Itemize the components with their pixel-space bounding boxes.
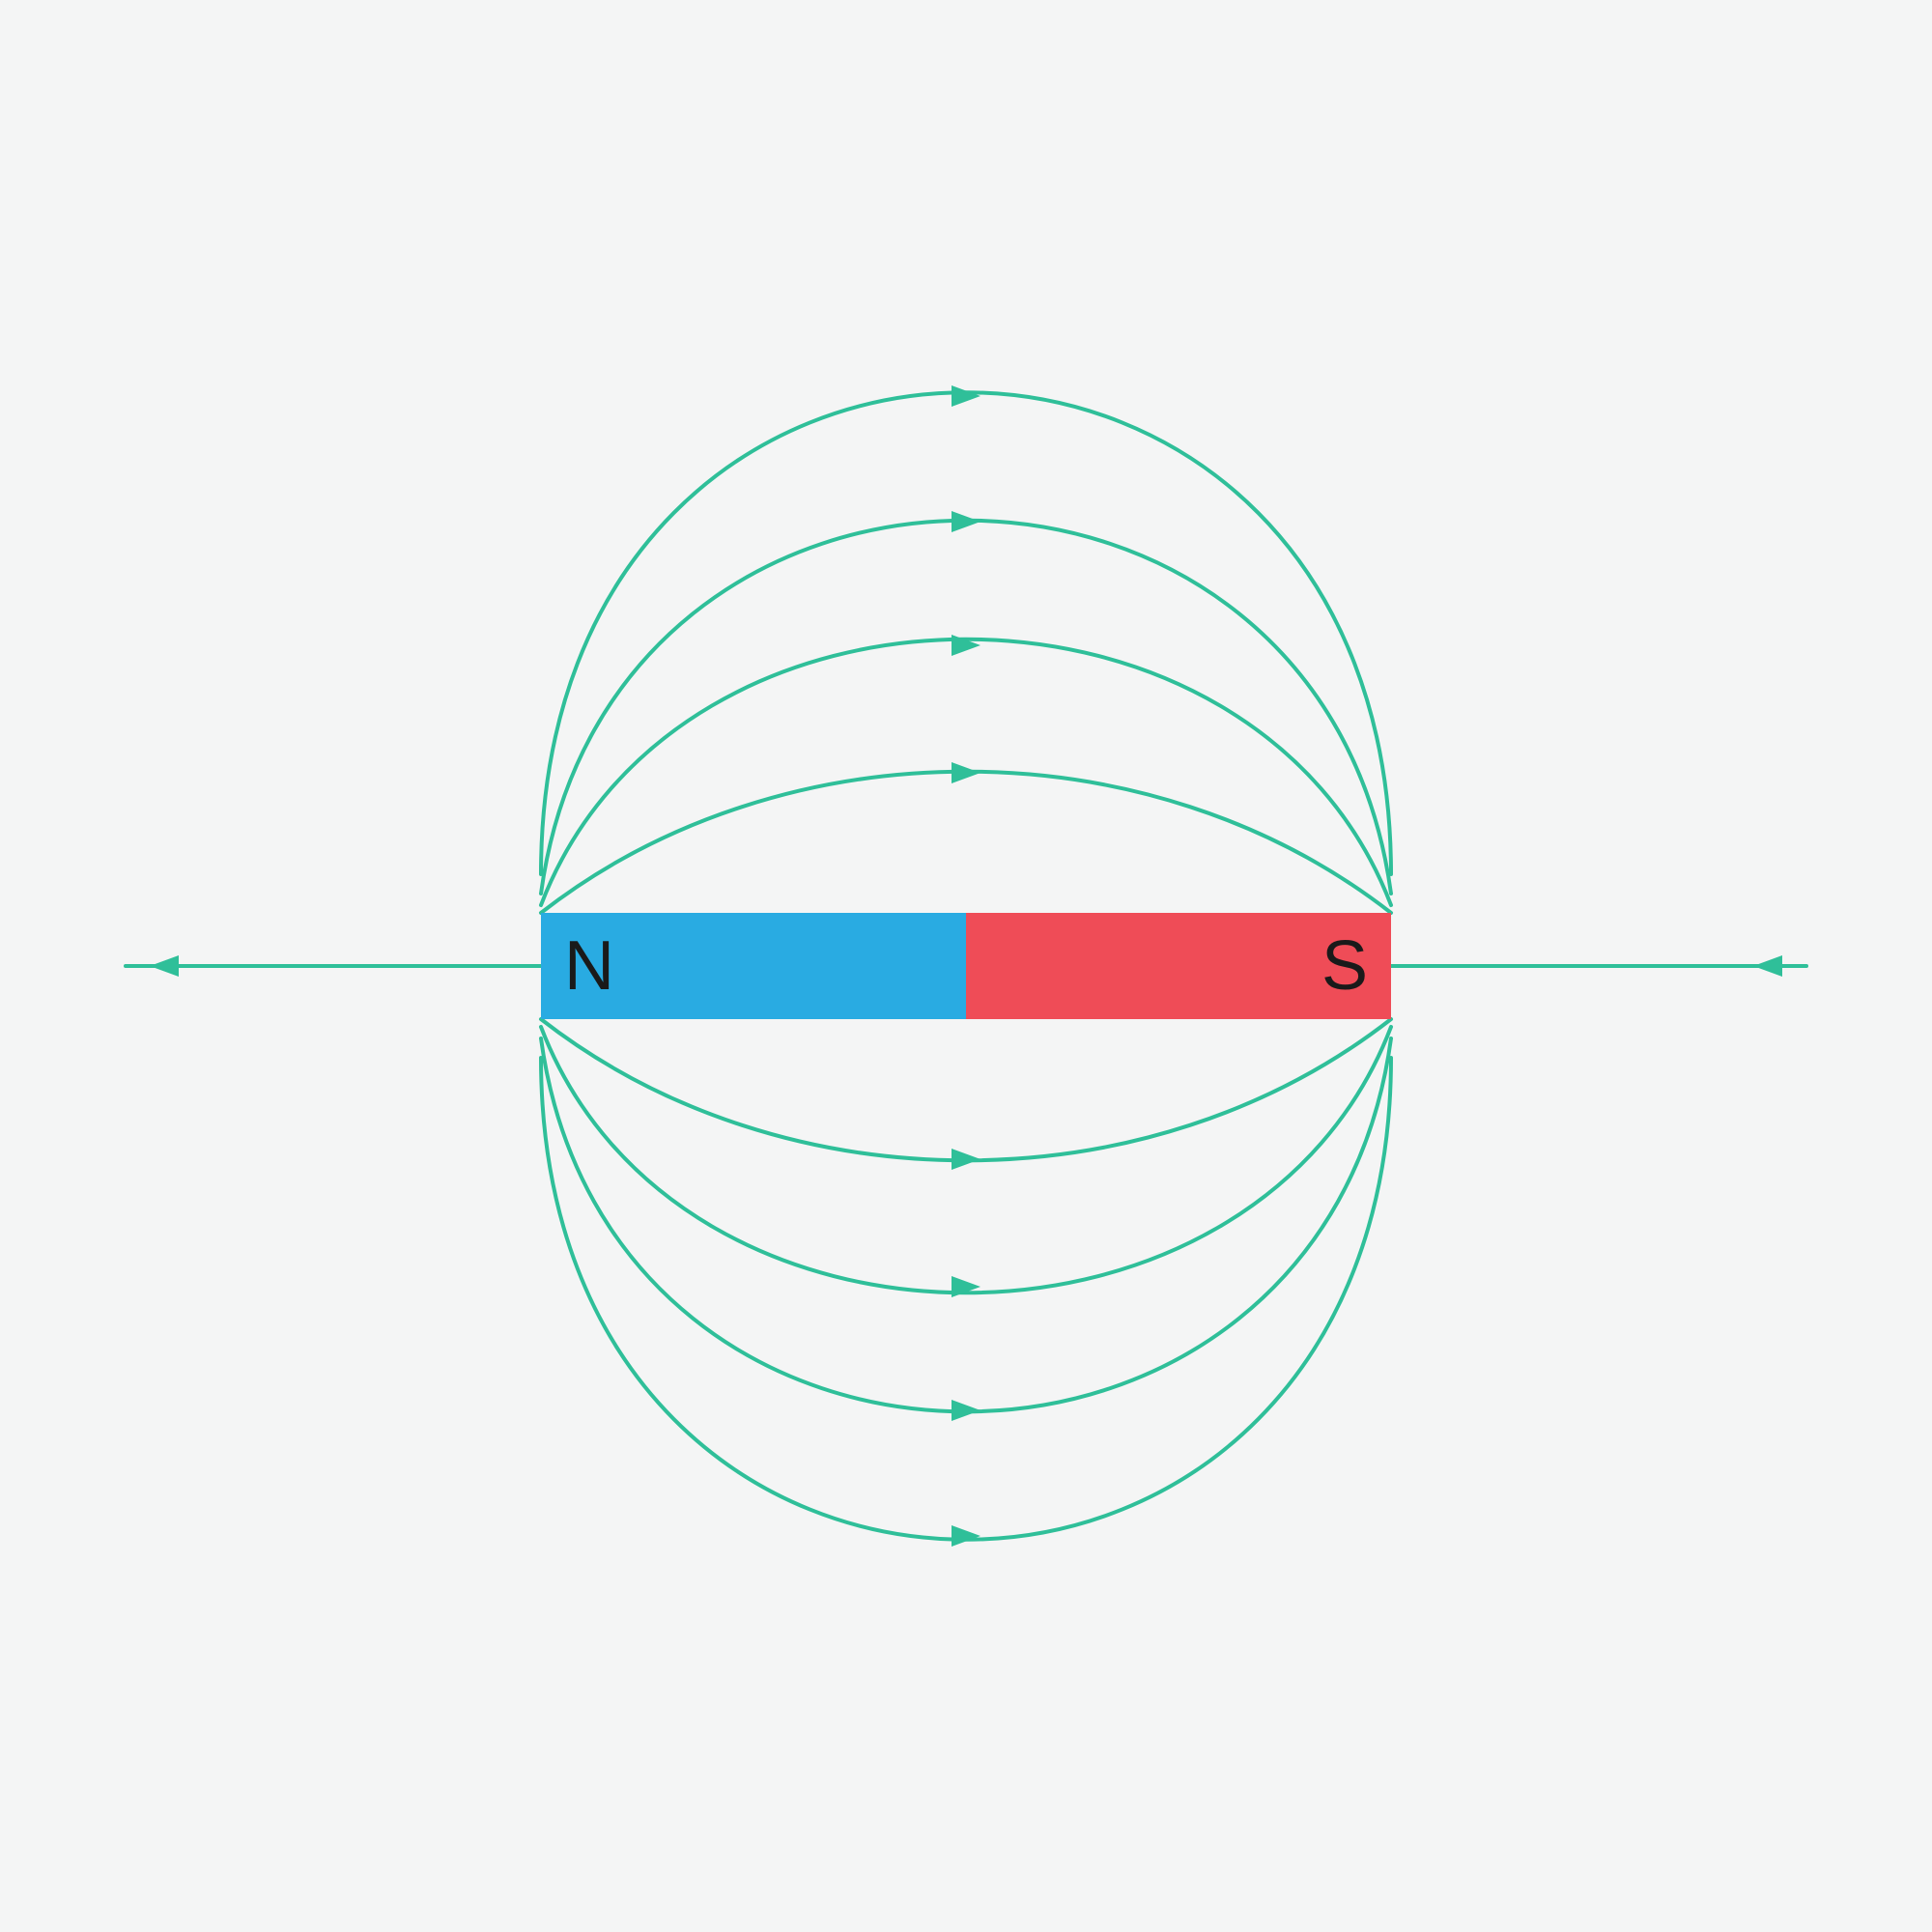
south-pole: S [966, 913, 1391, 1019]
north-pole: N [541, 913, 966, 1019]
north-pole-label: N [564, 931, 614, 1001]
diagram-canvas: N S [0, 0, 1932, 1932]
south-pole-label: S [1321, 931, 1368, 1001]
bar-magnet: N S [541, 913, 1391, 1019]
